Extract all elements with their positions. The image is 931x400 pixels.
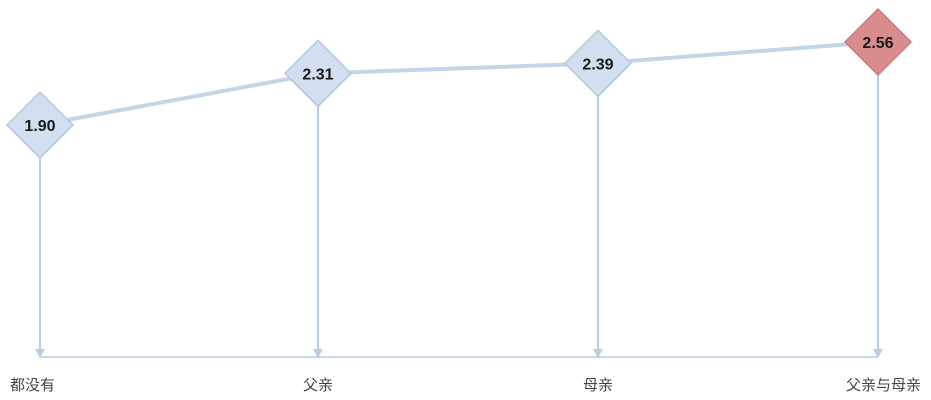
data-marker: [563, 29, 633, 98]
data-value-label: 2.39: [582, 56, 613, 73]
drop-arrowhead: [313, 349, 323, 358]
data-marker: [283, 39, 353, 108]
category-labels: 都没有 父亲 母亲 父亲与母亲: [10, 376, 921, 394]
data-value-label: 1.90: [24, 118, 55, 135]
drop-arrowhead: [873, 349, 883, 358]
drop-arrowhead: [593, 349, 603, 358]
data-markers: 1.90 2.31 2.39 2.56: [5, 7, 913, 160]
data-value-label: 2.31: [302, 66, 333, 83]
category-label: 父亲: [303, 376, 333, 394]
data-marker: [5, 90, 75, 160]
drop-lines: [35, 72, 883, 358]
category-label: 母亲: [583, 376, 613, 394]
highlight-marker: [843, 7, 913, 77]
drop-arrowhead: [35, 349, 45, 358]
series-line-group: [38, 40, 880, 127]
series-line: [38, 40, 880, 127]
category-label: 都没有: [10, 376, 55, 394]
data-value-label: 2.56: [862, 35, 893, 52]
category-label: 父亲与母亲: [846, 376, 921, 394]
